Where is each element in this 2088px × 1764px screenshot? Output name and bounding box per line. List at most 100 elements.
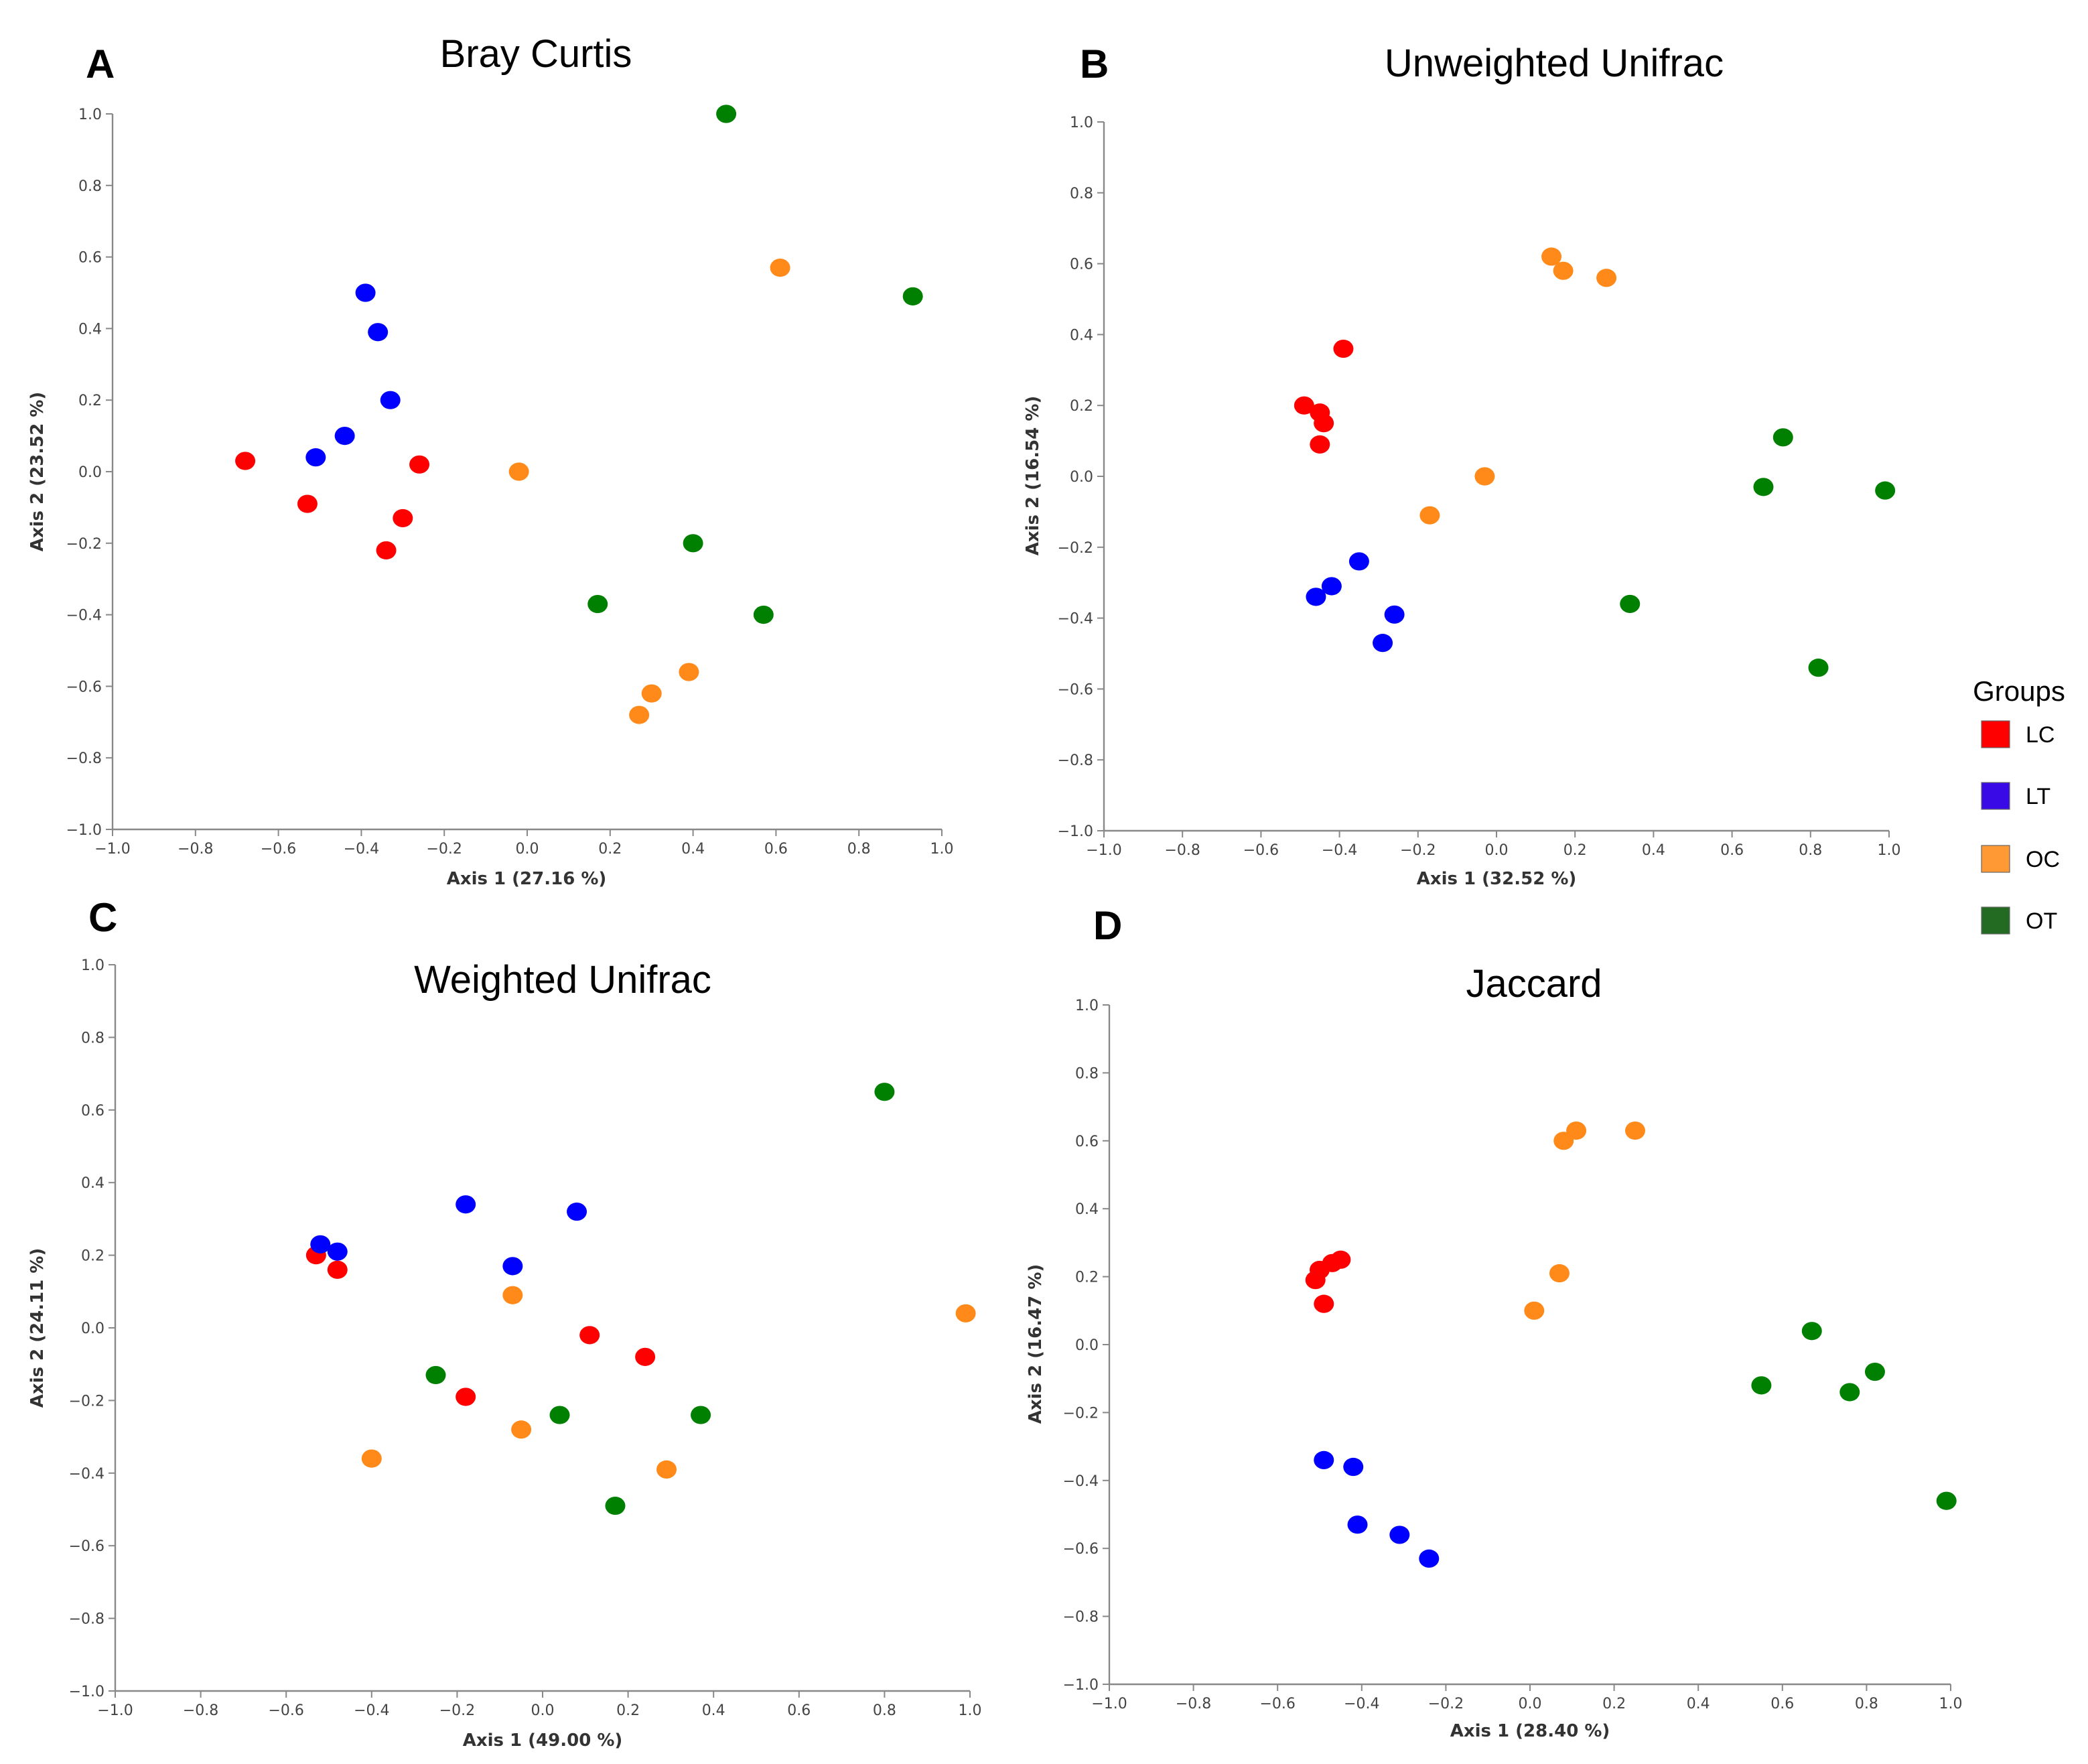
x-axis-label: Axis 1 (27.16 %)	[447, 869, 607, 889]
y-tick-label: 0.4	[81, 1175, 105, 1192]
data-point-oc	[1524, 1301, 1545, 1320]
data-point-lt	[368, 323, 389, 342]
legend-item-oc: OC	[1981, 845, 2060, 873]
data-point-oc	[1419, 506, 1440, 525]
y-tick-label: 0.2	[81, 1248, 105, 1265]
x-tick-label: 1.0	[959, 1702, 982, 1719]
data-point-lt	[334, 427, 355, 446]
legend-label: OC	[2026, 847, 2060, 872]
data-point-ot	[1772, 428, 1793, 447]
data-point-oc	[1553, 261, 1574, 280]
y-tick-label: 0.0	[81, 1320, 105, 1337]
x-tick-label: −0.8	[1176, 1696, 1211, 1712]
data-point-ot	[1753, 478, 1774, 496]
x-tick-label: −0.6	[1259, 1696, 1295, 1712]
data-point-lc	[456, 1387, 476, 1406]
data-point-oc	[1625, 1121, 1645, 1140]
data-point-lt	[1373, 634, 1393, 653]
x-tick-label: 1.0	[1939, 1696, 1963, 1712]
x-tick-label: −1.0	[97, 1702, 133, 1719]
panel-title: Unweighted Unifrac	[1385, 42, 1724, 85]
x-tick-label: −0.4	[344, 841, 379, 858]
data-point-ot	[1936, 1491, 1957, 1510]
data-point-lc	[1330, 1250, 1351, 1269]
y-axis-label: Axis 2 (16.54 %)	[1023, 396, 1043, 556]
data-point-ot	[902, 287, 923, 306]
x-tick-label: −0.4	[1322, 842, 1357, 859]
y-tick-label: 0.4	[1075, 1201, 1099, 1218]
data-point-ot	[1839, 1383, 1860, 1402]
panel-b: B Unweighted Unifrac −1.0 −1.0 −0.8 −0.8 −0.6 −…	[1023, 42, 1901, 889]
legend-title: Groups	[1973, 675, 2065, 707]
x-tick-label: 0.8	[847, 841, 871, 858]
y-tick-label: 0.4	[78, 321, 102, 338]
y-axis-label: Axis 2 (16.47 %)	[1026, 1264, 1046, 1424]
y-tick-label: −0.4	[69, 1466, 105, 1483]
data-point-ot	[683, 534, 703, 553]
x-tick-label: 0.0	[1485, 842, 1509, 859]
data-point-lt	[355, 283, 376, 302]
y-tick-label: 0.6	[81, 1103, 105, 1120]
data-point-oc	[641, 684, 662, 703]
x-tick-label: 0.4	[1642, 842, 1665, 859]
data-point-ot	[1875, 481, 1896, 500]
data-point-oc	[1541, 247, 1562, 266]
x-tick-label: 1.0	[1878, 842, 1901, 859]
data-point-oc	[1474, 467, 1495, 486]
data-point-lc	[297, 494, 318, 513]
y-tick-label: 1.0	[78, 107, 102, 123]
y-tick-label: 0.6	[1070, 257, 1093, 273]
data-point-lc	[1294, 396, 1314, 415]
x-tick-label: 0.6	[1720, 842, 1744, 859]
data-point-oc	[502, 1286, 523, 1304]
x-tick-label: 0.4	[702, 1702, 725, 1719]
data-point-oc	[679, 663, 699, 681]
x-tick-label: 0.2	[1602, 1696, 1626, 1712]
x-tick-label: −0.8	[1164, 842, 1200, 859]
data-point-oc	[1596, 269, 1617, 287]
data-point-ot	[716, 105, 737, 123]
data-point-ot	[1751, 1376, 1772, 1395]
legend-swatch	[1981, 782, 2010, 810]
data-point-oc	[1549, 1264, 1570, 1283]
data-point-lt	[380, 391, 401, 409]
data-point-lt	[1347, 1515, 1368, 1534]
data-point-lt	[1419, 1549, 1440, 1568]
y-axis-label: Axis 2 (23.52 %)	[27, 392, 48, 552]
data-point-oc	[656, 1460, 677, 1479]
x-tick-label: 0.6	[1770, 1696, 1794, 1712]
y-tick-label: 1.0	[1070, 115, 1093, 131]
legend-label: LC	[2026, 722, 2055, 748]
data-point-oc	[511, 1420, 532, 1439]
y-tick-label: 1.0	[1075, 998, 1099, 1014]
data-point-lt	[310, 1235, 331, 1253]
y-tick-label: −0.8	[1058, 752, 1093, 769]
x-tick-label: −0.2	[1400, 842, 1436, 859]
data-point-ot	[549, 1406, 570, 1424]
panel-d: D Jaccard −1.0 −1.0 −0.8 −0.8 −0.6 −0.6 −0.4 −0.4…	[1026, 903, 1963, 1741]
y-tick-label: −1.0	[1063, 1677, 1099, 1694]
x-tick-label: −0.2	[426, 841, 462, 858]
legend-item-lc: LC	[1981, 720, 2055, 748]
x-tick-label: 0.8	[873, 1702, 896, 1719]
data-point-ot	[587, 594, 608, 614]
data-point-lt	[1384, 605, 1405, 624]
x-tick-label: 0.2	[1563, 842, 1587, 859]
y-tick-label: −0.8	[66, 750, 102, 767]
x-tick-label: 0.2	[616, 1702, 640, 1719]
data-point-lt	[1314, 1450, 1334, 1469]
legend-swatch	[1981, 720, 2010, 748]
x-tick-label: 0.0	[531, 1702, 555, 1719]
data-point-lc	[1333, 339, 1354, 358]
x-axis-label: Axis 1 (49.00 %)	[463, 1731, 623, 1751]
y-tick-label: −1.0	[69, 1684, 105, 1700]
data-point-lt	[502, 1257, 523, 1276]
panel-letter: B	[1080, 42, 1109, 86]
x-tick-label: 0.6	[764, 841, 788, 858]
panel-title: Jaccard	[1466, 962, 1602, 1006]
x-axis-label: Axis 1 (28.40 %)	[1450, 1721, 1610, 1741]
panel-a: A Bray Curtis −1.0 −1.0 −0.8 −0.8 −0.6 −0.6 −0.4…	[27, 32, 954, 889]
data-point-lt	[1321, 577, 1342, 596]
legend-swatch	[1981, 845, 2010, 873]
